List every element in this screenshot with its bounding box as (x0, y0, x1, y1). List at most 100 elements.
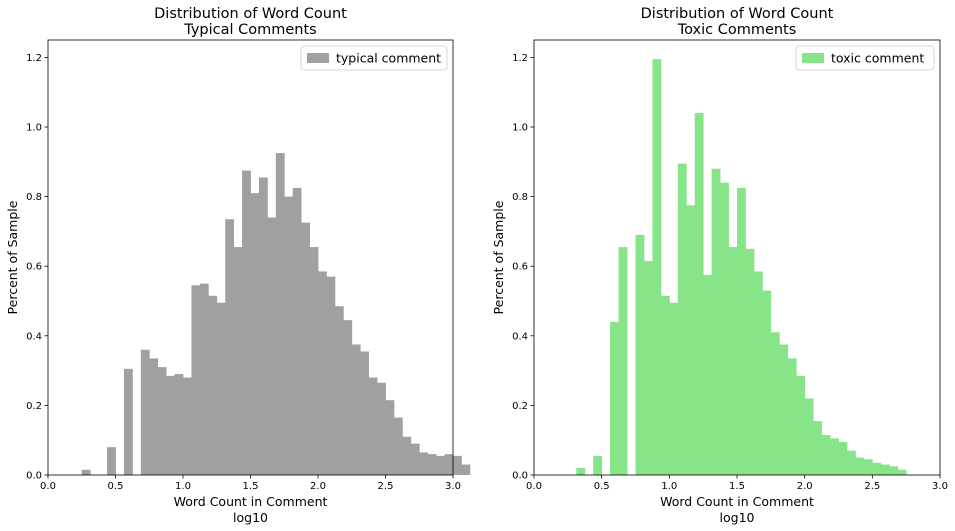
y-axis-label: Percent of Sample (5, 200, 20, 314)
y-tick-label: 1.2 (26, 53, 42, 64)
histogram-bar (326, 276, 336, 475)
histogram-bar (635, 234, 645, 475)
histogram-bar (880, 464, 890, 475)
x-tick-label: 2.5 (378, 481, 394, 492)
x-tick-label: 0.5 (108, 481, 124, 492)
histogram-bar (419, 452, 429, 475)
y-axis-label: Percent of Sample (491, 200, 506, 314)
histogram-bar (123, 368, 133, 475)
histogram-bar (351, 344, 361, 475)
x-axis-label-unit: log10 (233, 510, 268, 525)
histogram-bar (686, 205, 696, 476)
histogram-bar (745, 248, 755, 475)
histogram-bar (368, 377, 378, 475)
chart-subtitle: Toxic Comments (677, 22, 797, 38)
x-axis-label-unit: log10 (720, 510, 755, 525)
x-tick-label: 2.5 (864, 481, 880, 492)
histogram-bar (267, 217, 277, 476)
x-axis-label: Word Count in Comment (660, 494, 814, 509)
histogram-bar (677, 163, 687, 476)
x-tick-label: 0.0 (526, 481, 542, 492)
histogram-bar (813, 421, 822, 475)
histogram-bar (779, 344, 789, 475)
histogram-bar (770, 332, 780, 475)
histogram-bar (81, 469, 91, 475)
y-tick-label: 0.8 (512, 192, 528, 203)
histogram-bar (762, 290, 772, 475)
chart-panel-0: 0.0 0.5 1.0 1.5 2.0 2.5 3.0 0.0 0.2 0.4 0.6 0.8 1.0 1… (5, 6, 471, 525)
histogram-bar (199, 283, 209, 475)
histogram-bar (830, 438, 839, 475)
y-tick-label: 0.4 (26, 331, 42, 342)
histogram-bar (889, 466, 899, 475)
histogram-bar (275, 153, 285, 475)
histogram-bar (225, 219, 235, 475)
histogram-bar (107, 447, 116, 475)
legend-box (300, 45, 448, 71)
histogram-bar (292, 187, 302, 475)
histogram-bar (660, 295, 670, 475)
histogram-bar (427, 454, 437, 475)
histogram-bar (334, 306, 344, 475)
x-tick-label: 1.5 (243, 481, 259, 492)
legend: toxic comment (795, 45, 935, 71)
histogram-bar (258, 177, 268, 475)
histogram-bar (402, 436, 412, 475)
histogram-bar (149, 358, 159, 475)
histogram-bar (436, 455, 445, 475)
histogram-bar (140, 349, 150, 475)
histogram-bar (183, 377, 192, 475)
histogram-bar (343, 320, 353, 475)
histogram-bar (233, 247, 243, 475)
histogram-bar (461, 464, 471, 475)
histogram-bar (643, 260, 653, 475)
histogram-bar (191, 285, 201, 475)
histogram-bar (216, 302, 226, 475)
y-tick-label: 0.4 (512, 331, 528, 342)
histogram-bar (284, 196, 294, 475)
histogram-bar (166, 375, 175, 475)
y-tick-label: 0.8 (26, 192, 42, 203)
x-tick-label: 2.0 (310, 481, 326, 492)
histogram-bar (694, 113, 704, 475)
x-tick-label: 1.0 (661, 481, 677, 492)
histogram-bar (318, 271, 327, 475)
histogram-bar (855, 457, 865, 475)
x-tick-label: 1.0 (175, 481, 191, 492)
histogram-bar (728, 247, 738, 475)
histogram-bar (309, 247, 319, 475)
histogram-bar (174, 374, 184, 475)
histogram-bar (393, 417, 403, 475)
histogram-bar (787, 358, 797, 475)
histogram-bar (242, 170, 251, 475)
x-tick-label: 0.0 (40, 481, 56, 492)
legend: typical comment (300, 45, 448, 71)
x-tick-label: 1.5 (729, 481, 745, 492)
histogram-bar (360, 351, 370, 475)
histogram-bar (610, 321, 619, 475)
histogram-bar (838, 441, 848, 475)
histogram-bar (872, 462, 882, 475)
chart-subtitle: Typical Comments (183, 22, 317, 38)
y-tick-label: 0.6 (512, 262, 528, 273)
y-tick-label: 1.2 (512, 53, 528, 64)
chart-panel-1: 0.0 0.5 1.0 1.5 2.0 2.5 3.0 0.0 0.2 0.4 0.6 0.8 1.0 1… (491, 6, 948, 525)
histogram-bar (593, 455, 603, 475)
histogram-bar (618, 247, 628, 475)
histogram-bar (652, 59, 662, 475)
x-tick-label: 2.0 (797, 481, 813, 492)
y-tick-label: 1.0 (26, 123, 42, 134)
histogram-bar (377, 382, 386, 475)
legend-swatch (802, 53, 824, 63)
histogram-bar (157, 367, 167, 475)
histogram-bar (703, 274, 713, 475)
histogram-bar (753, 271, 763, 475)
histogram-bar (250, 193, 260, 475)
histogram-bar (711, 168, 721, 475)
histogram-bar (385, 400, 395, 475)
histogram-bar (208, 295, 218, 475)
x-tick-label: 3.0 (445, 481, 461, 492)
histogram-bar (444, 454, 454, 475)
y-tick-label: 1.0 (512, 123, 528, 134)
